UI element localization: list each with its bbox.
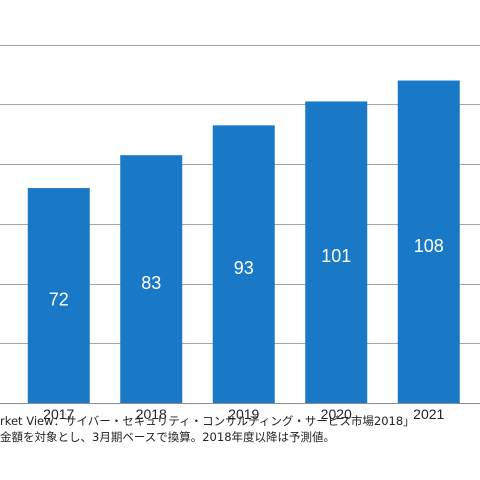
x-tick-2021: 2021 (413, 406, 444, 422)
bar-2020 (305, 101, 368, 403)
bar-2019 (212, 125, 275, 403)
data-label-2021: 108 (414, 236, 444, 256)
data-labels: 72 83 93 101 108 (49, 236, 444, 310)
bars (27, 80, 460, 404)
x-tick-2017: 2017 (43, 406, 74, 422)
source-note: rket View：サイバー・セキュリティ・コンサルティング・サービス市場201… (0, 414, 415, 428)
bar-2017 (27, 188, 90, 403)
data-label-2018: 83 (141, 273, 161, 293)
data-label-2019: 93 (234, 258, 254, 278)
data-label-2017: 72 (49, 290, 69, 310)
x-tick-labels: 2017 2018 2019 2020 2021 (43, 406, 444, 422)
x-tick-2018: 2018 (136, 406, 167, 422)
bar-2021 (397, 80, 460, 404)
data-label-2020: 101 (321, 246, 351, 266)
x-tick-2020: 2020 (321, 406, 352, 422)
estimate-note: 金額を対象とし、3月期ベースで換算。2018年度以降は予測値。 (0, 430, 336, 444)
bar-2018 (120, 155, 183, 403)
x-tick-2019: 2019 (228, 406, 259, 422)
